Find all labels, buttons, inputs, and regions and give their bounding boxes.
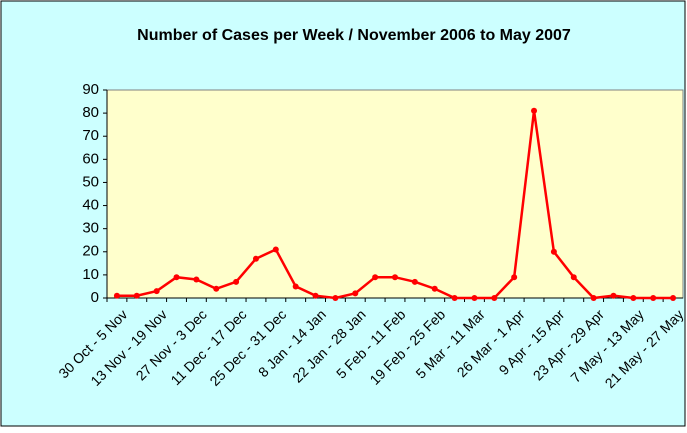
point [272,246,279,253]
y-tick-label: 90 [82,81,99,98]
point [252,255,259,262]
point [153,288,160,295]
point [411,278,418,285]
point [193,276,200,283]
y-tick-label: 80 [82,104,99,121]
point [471,295,478,301]
point [630,295,637,301]
point [431,285,438,292]
point [372,274,379,281]
point [531,107,538,114]
point [312,292,319,299]
point [113,292,120,299]
point [233,278,240,285]
point [392,274,398,281]
point [173,274,180,281]
y-tick-label: 40 [82,197,99,214]
point [550,248,557,255]
point [511,274,518,281]
point [451,295,458,301]
point [292,283,299,290]
point [213,285,220,292]
chart-title: Number of Cases per Week / November 2006… [137,27,571,44]
point [133,292,140,299]
point [352,290,359,297]
point [590,295,597,301]
y-tick-label: 60 [82,150,99,167]
y-tick-label: 20 [82,243,99,260]
y-tick-label: 10 [82,266,99,283]
point [650,295,657,301]
plot-area [106,89,684,299]
y-tick-label: 70 [82,127,99,144]
y-tick-label: 50 [82,173,99,190]
point [610,292,617,299]
point [570,274,577,281]
y-tick-label: 0 [91,289,99,306]
point [670,295,677,301]
y-tick-label: 30 [82,220,99,237]
point [332,295,339,301]
point [491,295,498,301]
